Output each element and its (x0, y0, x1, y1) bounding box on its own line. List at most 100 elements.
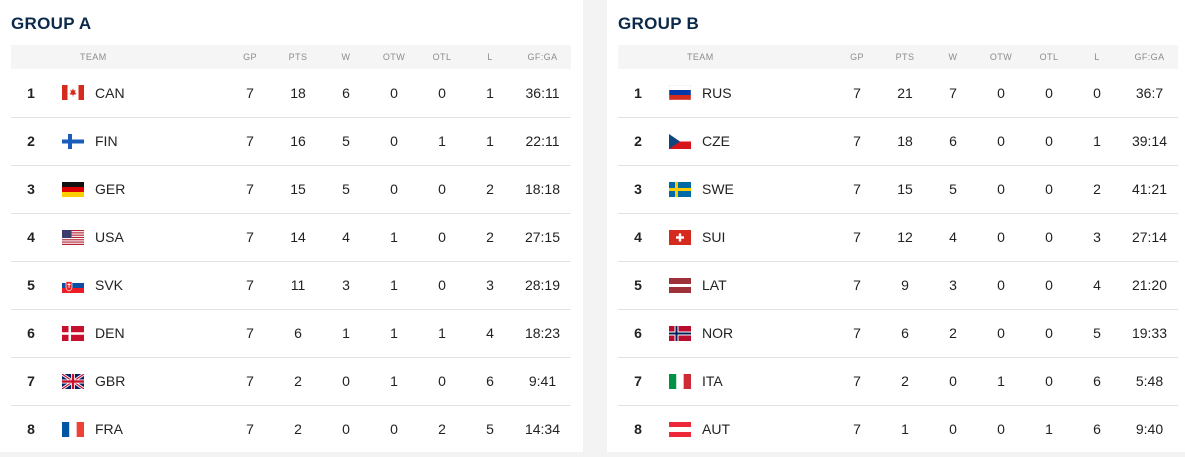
team-code[interactable]: DEN (95, 325, 125, 341)
w-column-header[interactable]: W (341, 52, 351, 62)
table-row[interactable]: 3 GER 7 15 5 0 0 2 18:18 (11, 165, 571, 213)
table-row[interactable]: 8 AUT 7 1 0 0 1 6 9:40 (618, 405, 1178, 453)
team-code[interactable]: LAT (702, 277, 727, 293)
gfga-column-header[interactable]: GF:GA (527, 52, 558, 62)
team-cell[interactable]: CZE (658, 117, 833, 165)
otl-column-header[interactable]: OTL (432, 52, 452, 62)
otw-column-header[interactable]: OTW (989, 52, 1013, 62)
russia-flag-icon (668, 85, 692, 101)
otl-column-header[interactable]: OTL (1039, 52, 1059, 62)
table-row[interactable]: 6 DEN 7 6 1 1 1 4 18:23 (11, 309, 571, 357)
france-flag-icon (62, 421, 84, 437)
standings-table: TEAM GP PTS W OTW OTL L GF:GA 1 CAN 7 18 6 0 0… (11, 45, 571, 453)
gfga-cell: 36:7 (1135, 84, 1164, 101)
w-cell: 0 (949, 373, 957, 389)
rank-cell: 8 (27, 421, 35, 438)
team-cell[interactable]: FRA (51, 405, 226, 453)
team-cell[interactable]: ITA (658, 357, 833, 405)
rank-column-header (618, 45, 658, 69)
table-row[interactable]: 8 FRA 7 2 0 0 2 5 14:34 (11, 405, 571, 453)
table-row[interactable]: 3 SWE 7 15 5 0 0 2 41:21 (618, 165, 1178, 213)
group-a-panel: GROUP A TEAM GP PTS W OTW OTL L GF:GA 1 C… (0, 0, 583, 452)
team-code[interactable]: RUS (702, 84, 732, 101)
w-column-header[interactable]: W (948, 52, 958, 62)
team-code[interactable]: GBR (95, 373, 126, 389)
gp-column-header[interactable]: GP (850, 52, 864, 62)
table-row[interactable]: 6 NOR 7 6 2 0 0 5 19:33 (618, 309, 1178, 357)
l-column-header[interactable]: L (1094, 52, 1100, 62)
team-cell[interactable]: NOR (658, 309, 833, 357)
otw-cell: 1 (390, 373, 398, 389)
team-column-header[interactable]: TEAM (80, 52, 107, 62)
pts-cell: 15 (897, 181, 913, 197)
group-b-panel: GROUP B TEAM GP PTS W OTW OTL L GF:GA 1 R… (607, 0, 1185, 452)
gfga-cell: 21:20 (1131, 277, 1168, 293)
team-code[interactable]: AUT (702, 421, 730, 438)
otl-cell: 0 (1045, 325, 1053, 341)
team-code[interactable]: CZE (702, 133, 730, 149)
pts-cell: 18 (897, 133, 913, 149)
table-row[interactable]: 2 FIN 7 16 5 0 1 1 22:11 (11, 117, 571, 165)
team-cell[interactable]: CAN (51, 69, 226, 117)
team-code[interactable]: FIN (95, 133, 118, 149)
group-title: GROUP A (11, 14, 92, 33)
team-code[interactable]: GER (95, 181, 126, 197)
table-row[interactable]: 5 SVK 7 11 3 1 0 3 28:19 (11, 261, 571, 309)
team-code[interactable]: NOR (702, 325, 734, 341)
gfga-column-header[interactable]: GF:GA (1134, 52, 1165, 62)
team-code[interactable]: USA (95, 229, 124, 245)
pts-column-header[interactable]: PTS (288, 52, 308, 62)
table-row[interactable]: 4 SUI 7 12 4 0 0 3 27:14 (618, 213, 1178, 261)
rank-cell: 6 (27, 325, 35, 341)
team-code[interactable]: SUI (702, 229, 726, 245)
otw-cell: 0 (997, 133, 1005, 149)
team-cell[interactable]: LAT (658, 261, 833, 309)
gp-column-header[interactable]: GP (243, 52, 257, 62)
gfga-cell: 9:40 (1135, 421, 1164, 438)
team-cell[interactable]: SWE (658, 165, 833, 213)
rank-cell: 7 (27, 373, 35, 389)
team-cell[interactable]: GER (51, 165, 226, 213)
team-cell[interactable]: FIN (51, 117, 226, 165)
otw-cell: 0 (997, 181, 1005, 197)
team-cell[interactable]: DEN (51, 309, 226, 357)
team-cell[interactable]: RUS (658, 69, 833, 117)
table-row[interactable]: 1 CAN 7 18 6 0 0 1 36:11 (11, 69, 571, 117)
team-code[interactable]: SWE (702, 181, 734, 197)
team-column-header[interactable]: TEAM (687, 52, 714, 62)
team-code[interactable]: FRA (95, 421, 123, 438)
gp-cell: 7 (853, 229, 861, 245)
table-row[interactable]: 4 USA 7 14 4 1 0 2 27:15 (11, 213, 571, 261)
austria-flag-icon (669, 421, 691, 437)
team-code[interactable]: ITA (702, 373, 723, 389)
table-row[interactable]: 7 GBR 7 2 0 1 0 6 9:41 (11, 357, 571, 405)
pts-column-header[interactable]: PTS (895, 52, 915, 62)
l-cell: 2 (486, 181, 494, 197)
table-header-row: TEAM GP PTS W OTW OTL L GF:GA (618, 45, 1178, 69)
gp-cell: 7 (246, 325, 254, 341)
team-cell[interactable]: SVK (51, 261, 226, 309)
rank-cell: 3 (27, 181, 35, 197)
team-cell[interactable]: GBR (51, 357, 226, 405)
canada-flag-icon (62, 85, 84, 101)
l-cell: 1 (486, 133, 494, 149)
table-row[interactable]: 7 ITA 7 2 0 1 0 6 5:48 (618, 357, 1178, 405)
gp-cell: 7 (853, 181, 861, 197)
table-row[interactable]: 5 LAT 7 9 3 0 0 4 21:20 (618, 261, 1178, 309)
great-britain-flag-icon (61, 372, 85, 390)
table-row[interactable]: 1 RUS 7 21 7 0 0 0 36:7 (618, 69, 1178, 117)
rank-cell: 2 (634, 133, 642, 149)
otw-column-header[interactable]: OTW (382, 52, 406, 62)
gp-cell: 7 (246, 421, 254, 438)
otl-cell: 0 (438, 181, 446, 197)
team-cell[interactable]: AUT (658, 405, 833, 453)
l-cell: 2 (1093, 181, 1101, 197)
l-column-header[interactable]: L (487, 52, 493, 62)
otl-cell: 0 (1045, 229, 1053, 245)
team-code[interactable]: CAN (95, 84, 125, 101)
team-cell[interactable]: USA (51, 213, 226, 261)
table-row[interactable]: 2 CZE 7 18 6 0 0 1 39:14 (618, 117, 1178, 165)
team-code[interactable]: SVK (95, 277, 124, 293)
team-cell[interactable]: SUI (658, 213, 833, 261)
otw-cell: 1 (390, 277, 398, 293)
